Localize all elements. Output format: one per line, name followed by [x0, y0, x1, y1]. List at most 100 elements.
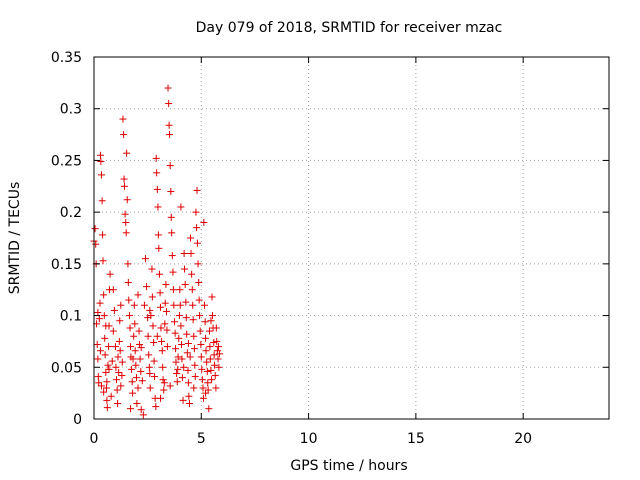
- data-point: [180, 363, 188, 371]
- data-point: [163, 343, 171, 351]
- data-point: [123, 149, 131, 157]
- data-point: [188, 286, 196, 294]
- data-point: [151, 373, 159, 381]
- data-point: [102, 368, 110, 376]
- data-point: [185, 392, 193, 400]
- data-point: [153, 185, 161, 193]
- data-point: [202, 334, 210, 342]
- data-point: [152, 403, 160, 411]
- data-point: [178, 374, 186, 382]
- data-point: [124, 278, 132, 286]
- data-point: [134, 384, 142, 392]
- data-point: [115, 368, 123, 376]
- data-point: [208, 376, 216, 384]
- data-point: [184, 379, 192, 387]
- data-point: [191, 361, 199, 369]
- y-tick-label: 0.2: [60, 205, 82, 221]
- data-point: [155, 270, 163, 278]
- data-point: [145, 351, 153, 359]
- data-point: [119, 115, 127, 123]
- data-point: [183, 330, 191, 338]
- data-point: [139, 411, 147, 419]
- data-point: [175, 334, 183, 342]
- data-point: [159, 376, 167, 384]
- data-point: [142, 255, 149, 263]
- data-point: [130, 301, 138, 309]
- data-point: [195, 296, 203, 304]
- data-point: [103, 404, 111, 412]
- data-point: [100, 291, 108, 299]
- data-point: [193, 239, 201, 247]
- y-tick-label: 0.05: [51, 360, 82, 376]
- data-point: [103, 378, 111, 386]
- data-point: [112, 363, 120, 371]
- data-point: [118, 372, 126, 380]
- data-point: [91, 225, 99, 233]
- data-point: [147, 312, 155, 320]
- data-point: [158, 337, 166, 345]
- data-point: [198, 365, 206, 373]
- data-point: [94, 355, 102, 363]
- data-point: [157, 303, 165, 311]
- data-point: [135, 327, 143, 335]
- data-point: [191, 373, 199, 381]
- data-point: [174, 365, 182, 373]
- y-tick-label: 0.1: [60, 309, 82, 325]
- data-point: [100, 388, 108, 396]
- data-point: [163, 326, 171, 334]
- data-point: [124, 260, 132, 268]
- data-point: [176, 301, 184, 309]
- data-point: [101, 334, 109, 342]
- data-point: [134, 291, 142, 299]
- data-point: [96, 299, 104, 307]
- data-point: [167, 187, 175, 195]
- data-point: [166, 382, 174, 390]
- data-point: [140, 301, 148, 309]
- data-point: [126, 343, 134, 351]
- y-axis-label: SRMTID / TECUs: [7, 182, 23, 295]
- data-point: [100, 312, 108, 320]
- data-point: [123, 196, 131, 204]
- data-point: [184, 366, 192, 374]
- data-point: [143, 283, 151, 291]
- data-point: [128, 365, 136, 373]
- data-point: [130, 332, 138, 340]
- data-point: [180, 250, 188, 258]
- data-point: [120, 175, 128, 183]
- data-point: [173, 369, 181, 377]
- y-tick-label: 0: [73, 412, 82, 428]
- x-tick-label: 10: [300, 431, 318, 447]
- data-point: [102, 322, 110, 330]
- data-point: [116, 347, 124, 355]
- chart-title: Day 079 of 2018, SRMTID for receiver mza…: [196, 20, 503, 36]
- data-point: [192, 208, 200, 216]
- data-point: [154, 231, 162, 239]
- data-point: [189, 301, 197, 309]
- data-point: [188, 270, 196, 278]
- data-point: [97, 157, 105, 165]
- data-point: [181, 265, 189, 273]
- data-point: [182, 314, 190, 322]
- data-point: [178, 355, 186, 363]
- data-point: [172, 358, 180, 366]
- data-point: [163, 307, 171, 315]
- x-axis-label: GPS time / hours: [290, 458, 407, 474]
- data-point: [157, 324, 165, 332]
- data-point: [190, 345, 198, 353]
- data-point: [175, 312, 183, 320]
- data-point: [203, 358, 211, 366]
- data-point: [128, 378, 136, 386]
- data-point: [101, 351, 109, 359]
- data-point: [146, 306, 154, 314]
- data-point: [148, 293, 156, 301]
- data-point: [92, 240, 100, 248]
- data-point: [210, 338, 218, 346]
- data-point: [169, 286, 177, 294]
- data-point: [152, 154, 160, 162]
- data-point: [93, 341, 101, 349]
- data-point: [214, 355, 222, 363]
- data-point: [200, 218, 208, 226]
- y-tick-label: 0.3: [60, 102, 82, 118]
- data-point: [114, 399, 122, 407]
